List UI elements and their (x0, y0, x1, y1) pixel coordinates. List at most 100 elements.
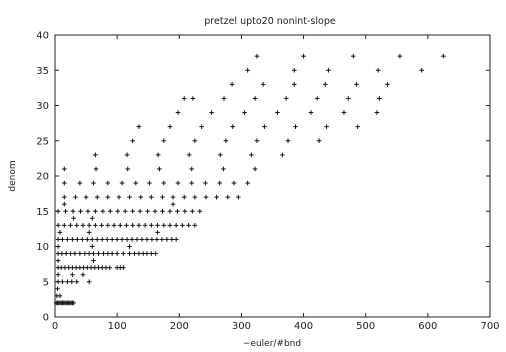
x-axis: 0 100 200 300 400 500 600 700 (52, 35, 500, 332)
data-point (167, 124, 173, 129)
data-point (107, 265, 112, 270)
data-point (60, 237, 65, 242)
x-tick-label: 0 (52, 321, 58, 332)
data-point (63, 208, 68, 214)
data-point (100, 208, 106, 214)
y-tick-label: 20 (36, 172, 49, 183)
data-point (291, 67, 297, 73)
data-point (155, 223, 160, 228)
data-point (85, 237, 90, 242)
data-point (182, 208, 188, 214)
data-point (124, 237, 130, 242)
data-point (385, 82, 390, 87)
data-point (86, 230, 92, 235)
data-points (53, 53, 446, 306)
data-point (203, 194, 209, 200)
data-point (94, 237, 100, 242)
data-point (192, 138, 198, 144)
data-point (89, 244, 95, 249)
data-point (354, 82, 359, 87)
data-point (350, 53, 356, 59)
data-point (119, 180, 125, 186)
data-point (252, 96, 258, 101)
data-point (160, 194, 165, 200)
data-point (124, 223, 129, 228)
data-point (59, 251, 65, 256)
data-point (181, 96, 187, 101)
data-point (170, 194, 176, 200)
data-point (149, 251, 154, 256)
data-point (254, 53, 260, 59)
y-tick-label: 0 (43, 313, 49, 324)
data-point (121, 251, 126, 256)
data-point (173, 237, 179, 242)
data-point (122, 208, 128, 214)
data-point (153, 251, 158, 256)
data-point (93, 152, 98, 158)
y-tick-label: 25 (36, 136, 49, 147)
data-point (114, 251, 120, 256)
data-point (116, 194, 122, 200)
data-point (152, 208, 158, 214)
data-point (119, 237, 125, 242)
data-point (225, 194, 231, 200)
data-point (217, 180, 222, 186)
data-point (55, 279, 61, 285)
data-point (164, 237, 170, 242)
data-point (91, 180, 96, 186)
x-tick-label: 300 (232, 321, 251, 332)
data-point (223, 138, 229, 144)
data-point (169, 237, 175, 242)
data-point (71, 216, 76, 221)
data-point (280, 152, 285, 158)
data-point (121, 265, 126, 270)
data-point (77, 251, 83, 256)
data-point (236, 194, 241, 200)
data-point (167, 223, 173, 228)
data-point (80, 237, 85, 242)
data-point (129, 237, 135, 242)
data-point (62, 223, 67, 228)
y-tick-label: 35 (36, 66, 49, 77)
data-point (127, 244, 132, 249)
data-point (105, 180, 111, 186)
x-tick-label: 200 (170, 321, 189, 332)
data-point (214, 194, 219, 200)
data-point (62, 201, 67, 207)
data-point (89, 237, 95, 242)
data-point (155, 230, 160, 235)
data-point (109, 237, 115, 242)
chart-title: pretzel upto20 nonint-slope (204, 16, 336, 27)
data-point (62, 194, 67, 200)
data-point (136, 223, 142, 228)
data-point (86, 279, 92, 285)
data-point (55, 286, 60, 292)
data-point (186, 152, 192, 158)
data-point (175, 208, 180, 214)
data-point (149, 237, 155, 242)
data-point (254, 138, 260, 144)
y-tick-label: 40 (36, 31, 49, 42)
data-point (77, 180, 83, 186)
data-point (326, 67, 331, 73)
data-point (63, 251, 69, 256)
data-point (136, 251, 142, 256)
data-point (175, 110, 181, 115)
data-point (285, 138, 291, 144)
data-point (55, 208, 61, 214)
y-tick-label: 5 (43, 277, 49, 288)
data-point (221, 166, 226, 172)
data-point (170, 201, 176, 207)
data-point (55, 244, 61, 249)
y-axis-label: denom (8, 160, 18, 191)
data-point (57, 230, 63, 235)
data-point (68, 251, 73, 256)
x-tick-label: 700 (480, 321, 499, 332)
data-point (190, 208, 195, 214)
data-point (78, 208, 83, 214)
data-point (55, 272, 61, 277)
data-point (355, 124, 360, 129)
data-point (167, 208, 173, 214)
data-point (130, 223, 135, 228)
